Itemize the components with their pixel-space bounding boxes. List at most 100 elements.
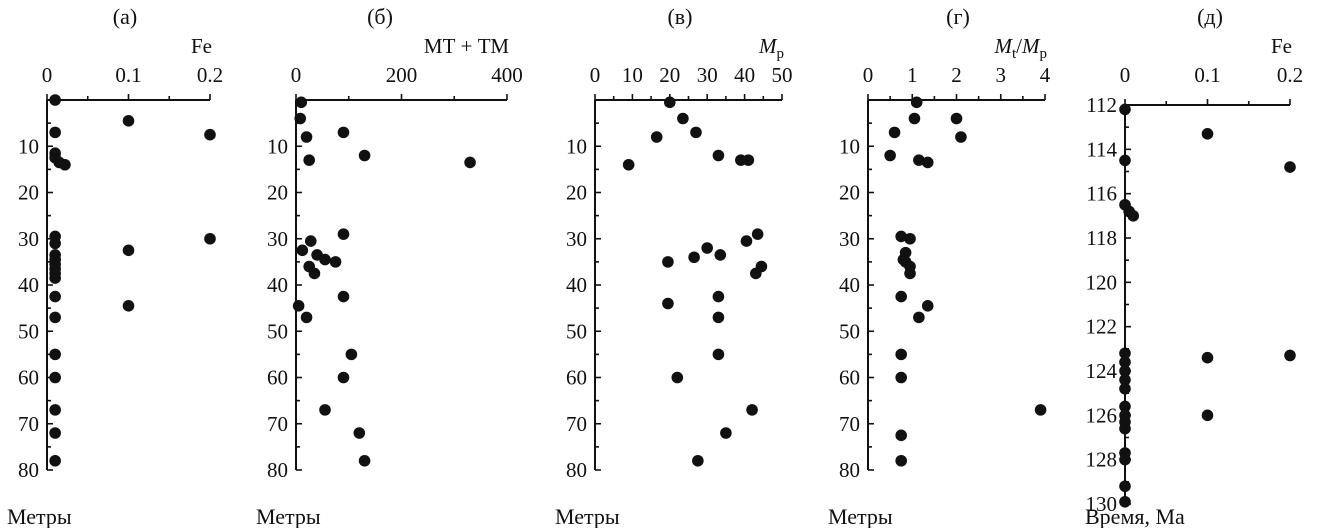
y-tick-label: 30 [267,227,288,251]
data-point [49,404,61,416]
panel-1: (а) Fe 0 0.1 0.2 10 20 30 40 50 60 70 80 Метры [7,4,223,528]
y-tick-label: 126 [1086,403,1118,427]
data-point [1202,128,1214,140]
y-tick-label: 10 [18,134,39,158]
data-point [909,113,921,125]
data-point [319,254,331,266]
panel-3: (в) Mp 0 10 20 30 40 50 10 20 30 40 50 60 70 80 Метры [555,4,793,528]
data-point [922,157,934,169]
data-point [346,349,358,361]
data-point [204,233,216,245]
data-point [464,157,476,169]
y-tick-label: 116 [1086,182,1117,206]
x-tick-label: 0 [863,63,874,87]
data-point [904,233,916,245]
data-point [904,268,916,280]
data-point [123,115,135,127]
x-tick-label: 0 [590,63,601,87]
x-axis-title: Fe [1271,34,1292,58]
y-axis-title: Метры [7,504,72,528]
y-tick-label: 40 [18,273,39,297]
data-point [1284,350,1296,362]
y-tick-label: 20 [566,181,587,205]
data-point [319,404,331,416]
y-tick-label: 60 [566,366,587,390]
data-point [338,127,350,139]
panel-label: (д) [1197,4,1223,29]
data-point [49,372,61,384]
x-axis-title: МТ + ТМ [424,34,509,58]
y-tick-label: 30 [566,227,587,251]
y-tick-label: 70 [839,412,860,436]
x-axis-title: Mp [758,34,784,62]
y-tick-label: 60 [267,366,288,390]
x-tick-label: 0 [1120,63,1131,87]
data-point [922,300,934,312]
y-tick-label: 80 [839,458,860,482]
data-point [1119,454,1131,466]
data-point [889,127,901,139]
data-point [330,256,342,268]
data-point [1035,404,1047,416]
y-tick-label: 114 [1086,137,1117,161]
x-tick-label: 4 [1040,63,1051,87]
data-point [895,291,907,303]
data-point [301,312,313,324]
data-point [1202,410,1214,422]
data-point [354,427,366,439]
data-point [677,113,689,125]
x-tick-label: 30 [697,63,718,87]
data-point [49,455,61,467]
data-point [49,291,61,303]
x-tick-label: 0.2 [197,63,223,87]
data-point [662,298,674,310]
x-axis-title: Mt/Mp [993,34,1047,62]
data-point [293,300,305,312]
y-tick-label: 50 [566,319,587,343]
panel-label: (б) [367,4,393,29]
panel-label: (в) [667,4,692,29]
data-point [895,349,907,361]
x-tick-label: 0.1 [1194,63,1220,87]
data-point [294,113,306,125]
data-point [895,430,907,442]
y-axis-title: Метры [256,504,321,528]
y-tick-label: 20 [18,181,39,205]
data-point [49,238,61,250]
y-tick-label: 50 [18,319,39,343]
x-tick-label: 10 [622,63,643,87]
data-point [895,372,907,384]
x-tick-label: 0.1 [115,63,141,87]
x-tick-label: 50 [772,63,793,87]
data-point [1202,352,1214,364]
y-tick-label: 50 [839,319,860,343]
data-point [301,131,313,143]
x-tick-label: 0 [291,63,302,87]
y-tick-label: 10 [839,134,860,158]
data-point [49,312,61,324]
data-point [913,312,925,324]
y-tick-label: 120 [1086,270,1118,294]
data-point [713,312,725,324]
data-point [49,94,61,106]
x-tick-label: 2 [951,63,962,87]
x-tick-label: 1 [907,63,918,87]
data-point [746,404,758,416]
y-tick-label: 80 [566,458,587,482]
y-tick-label: 10 [267,134,288,158]
y-tick-label: 20 [839,181,860,205]
data-point [303,154,315,166]
panel-label: (а) [113,4,137,29]
data-point [741,235,753,247]
data-point [49,427,61,439]
data-point [338,372,350,384]
data-point [623,159,635,171]
data-point [951,113,963,125]
data-point [123,300,135,312]
data-point [309,268,321,280]
y-tick-label: 122 [1086,315,1118,339]
y-tick-label: 124 [1086,359,1118,383]
data-point [1284,161,1296,173]
y-axis-title: Время, Ма [1085,504,1185,528]
data-point [895,455,907,467]
